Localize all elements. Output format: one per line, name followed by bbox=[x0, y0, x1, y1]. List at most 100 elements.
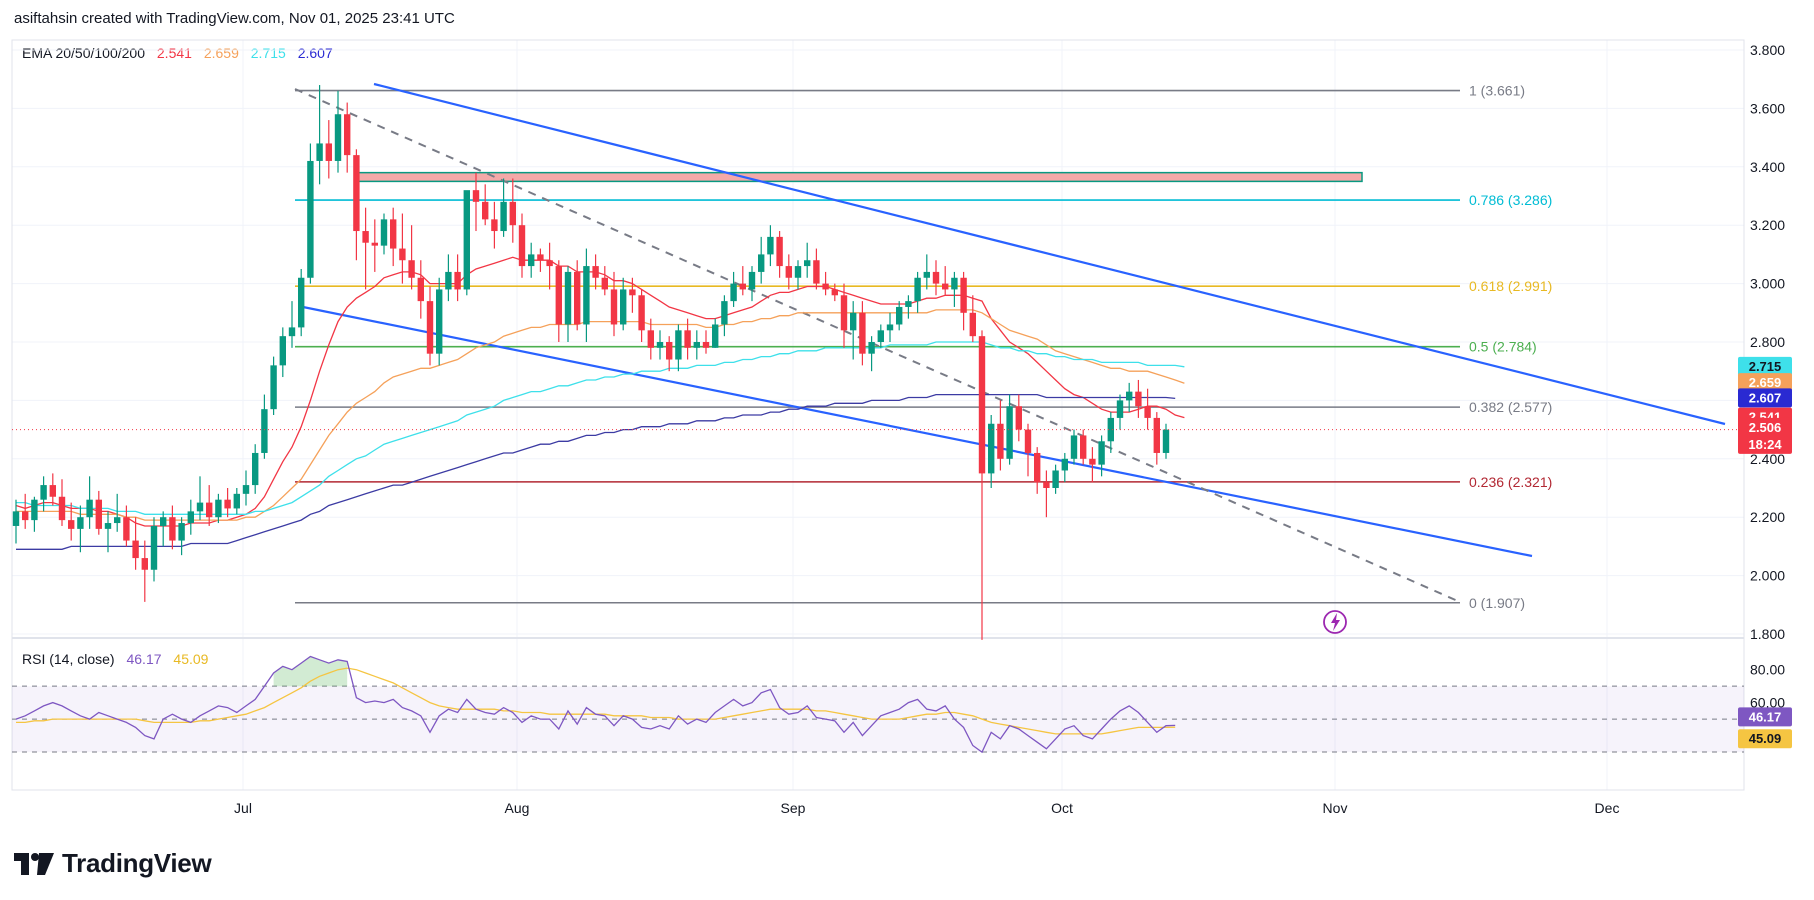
candle bbox=[840, 283, 848, 348]
candle-body bbox=[794, 266, 802, 278]
candle-body bbox=[270, 365, 277, 410]
candle-body bbox=[31, 499, 38, 521]
candle-body bbox=[22, 511, 29, 521]
price-tag-bg bbox=[1738, 417, 1792, 454]
candle-body bbox=[767, 236, 774, 255]
candle-body bbox=[896, 306, 903, 325]
candle-body bbox=[528, 254, 535, 267]
candle-body bbox=[1162, 429, 1170, 453]
candle bbox=[868, 336, 875, 372]
candle bbox=[132, 517, 139, 570]
candle-body bbox=[868, 342, 875, 354]
candle bbox=[739, 266, 746, 296]
candle bbox=[813, 248, 820, 290]
candle bbox=[877, 324, 884, 348]
time-tick-label: Oct bbox=[1051, 800, 1073, 816]
candle-body bbox=[288, 327, 296, 337]
candle bbox=[804, 242, 811, 278]
resistance-zone[interactable] bbox=[356, 171, 1363, 183]
price-tag-value: 2.506 bbox=[1749, 420, 1782, 435]
candle bbox=[647, 318, 654, 360]
fibonacci-retracement[interactable]: 1 (3.661) 0.786 (3.286) 0.618 (2.991) 0.5 (… bbox=[295, 83, 1552, 611]
candle bbox=[12, 499, 20, 544]
candle bbox=[261, 394, 268, 459]
candle-body bbox=[12, 511, 20, 526]
candle-body bbox=[804, 260, 811, 267]
candle-body bbox=[629, 289, 636, 296]
ema-legend-label: EMA 20/50/100/200 bbox=[22, 45, 145, 61]
candle bbox=[334, 90, 342, 173]
rsi-value: 46.17 bbox=[126, 651, 162, 667]
candle-body bbox=[721, 301, 728, 325]
trendlines[interactable] bbox=[294, 82, 1726, 603]
fib-level-label: 0.236 (2.321) bbox=[1469, 474, 1552, 490]
lightning-icon[interactable] bbox=[1323, 610, 1347, 634]
time-tick-label: Sep bbox=[781, 800, 806, 816]
tradingview-logo[interactable]: TradingView bbox=[14, 848, 212, 879]
candle bbox=[86, 476, 93, 529]
candle bbox=[794, 260, 802, 290]
candle bbox=[969, 295, 976, 342]
candle-body bbox=[518, 225, 526, 267]
rsi-tick-label: 80.00 bbox=[1750, 662, 1785, 678]
candle bbox=[1135, 379, 1142, 418]
candle-body bbox=[196, 502, 204, 512]
price-tag: 2.659 bbox=[1738, 373, 1792, 393]
ema20-value: 2.541 bbox=[156, 45, 192, 61]
time-tick-label: Aug bbox=[505, 800, 530, 816]
candle-body bbox=[1034, 452, 1041, 483]
candles bbox=[12, 85, 1744, 640]
price-tick-label: 2.000 bbox=[1750, 568, 1785, 584]
candle bbox=[638, 289, 645, 342]
price-tick-label: 3.200 bbox=[1750, 217, 1785, 233]
candle-body bbox=[95, 499, 102, 529]
candle bbox=[242, 470, 250, 506]
fib-level-label: 0.786 (3.286) bbox=[1469, 192, 1552, 208]
rsi-tick-label: 60.00 bbox=[1750, 695, 1785, 711]
candle bbox=[509, 178, 516, 243]
ema20-line bbox=[15, 256, 1185, 527]
price-tag-bg bbox=[1738, 356, 1792, 376]
price-tag-value: 2.659 bbox=[1749, 375, 1782, 390]
candle bbox=[187, 499, 194, 535]
rsi-legend[interactable]: RSI (14, close) 46.17 45.09 bbox=[22, 651, 208, 667]
candle-body bbox=[353, 155, 360, 232]
candle bbox=[978, 330, 986, 640]
candle-body bbox=[114, 517, 121, 524]
candle-body bbox=[316, 143, 323, 161]
candle bbox=[564, 266, 572, 342]
candle-body bbox=[1135, 391, 1142, 407]
candle-body bbox=[1052, 470, 1059, 488]
candle-body bbox=[969, 312, 976, 337]
candle-body bbox=[150, 525, 158, 570]
candle-body bbox=[776, 236, 783, 267]
candle-body bbox=[399, 248, 406, 261]
candle bbox=[104, 511, 112, 553]
candle bbox=[206, 485, 213, 526]
candle-body bbox=[748, 271, 756, 290]
candle-body bbox=[344, 114, 351, 156]
candle bbox=[886, 312, 894, 342]
candle bbox=[31, 496, 38, 532]
candle bbox=[123, 505, 130, 547]
candle-body bbox=[1024, 429, 1032, 453]
price-tag-value: 2.607 bbox=[1749, 390, 1782, 405]
candle-body bbox=[960, 277, 967, 313]
candle bbox=[40, 476, 47, 512]
candle bbox=[390, 207, 397, 267]
candle bbox=[215, 493, 222, 524]
candle-body bbox=[215, 499, 222, 518]
candle bbox=[546, 242, 553, 290]
candle bbox=[224, 488, 231, 518]
price-tick-label: 3.600 bbox=[1750, 100, 1785, 116]
candle-body bbox=[592, 266, 599, 278]
candle-body bbox=[426, 301, 434, 354]
ema-legend[interactable]: EMA 20/50/100/200 2.541 2.659 2.715 2.60… bbox=[22, 45, 333, 61]
candle bbox=[298, 269, 305, 337]
rsi-pane: 80.00 60.00 bbox=[12, 655, 1785, 754]
candle-body bbox=[574, 271, 581, 325]
candle bbox=[942, 266, 949, 296]
candle-body bbox=[730, 283, 737, 302]
candle bbox=[196, 476, 204, 521]
